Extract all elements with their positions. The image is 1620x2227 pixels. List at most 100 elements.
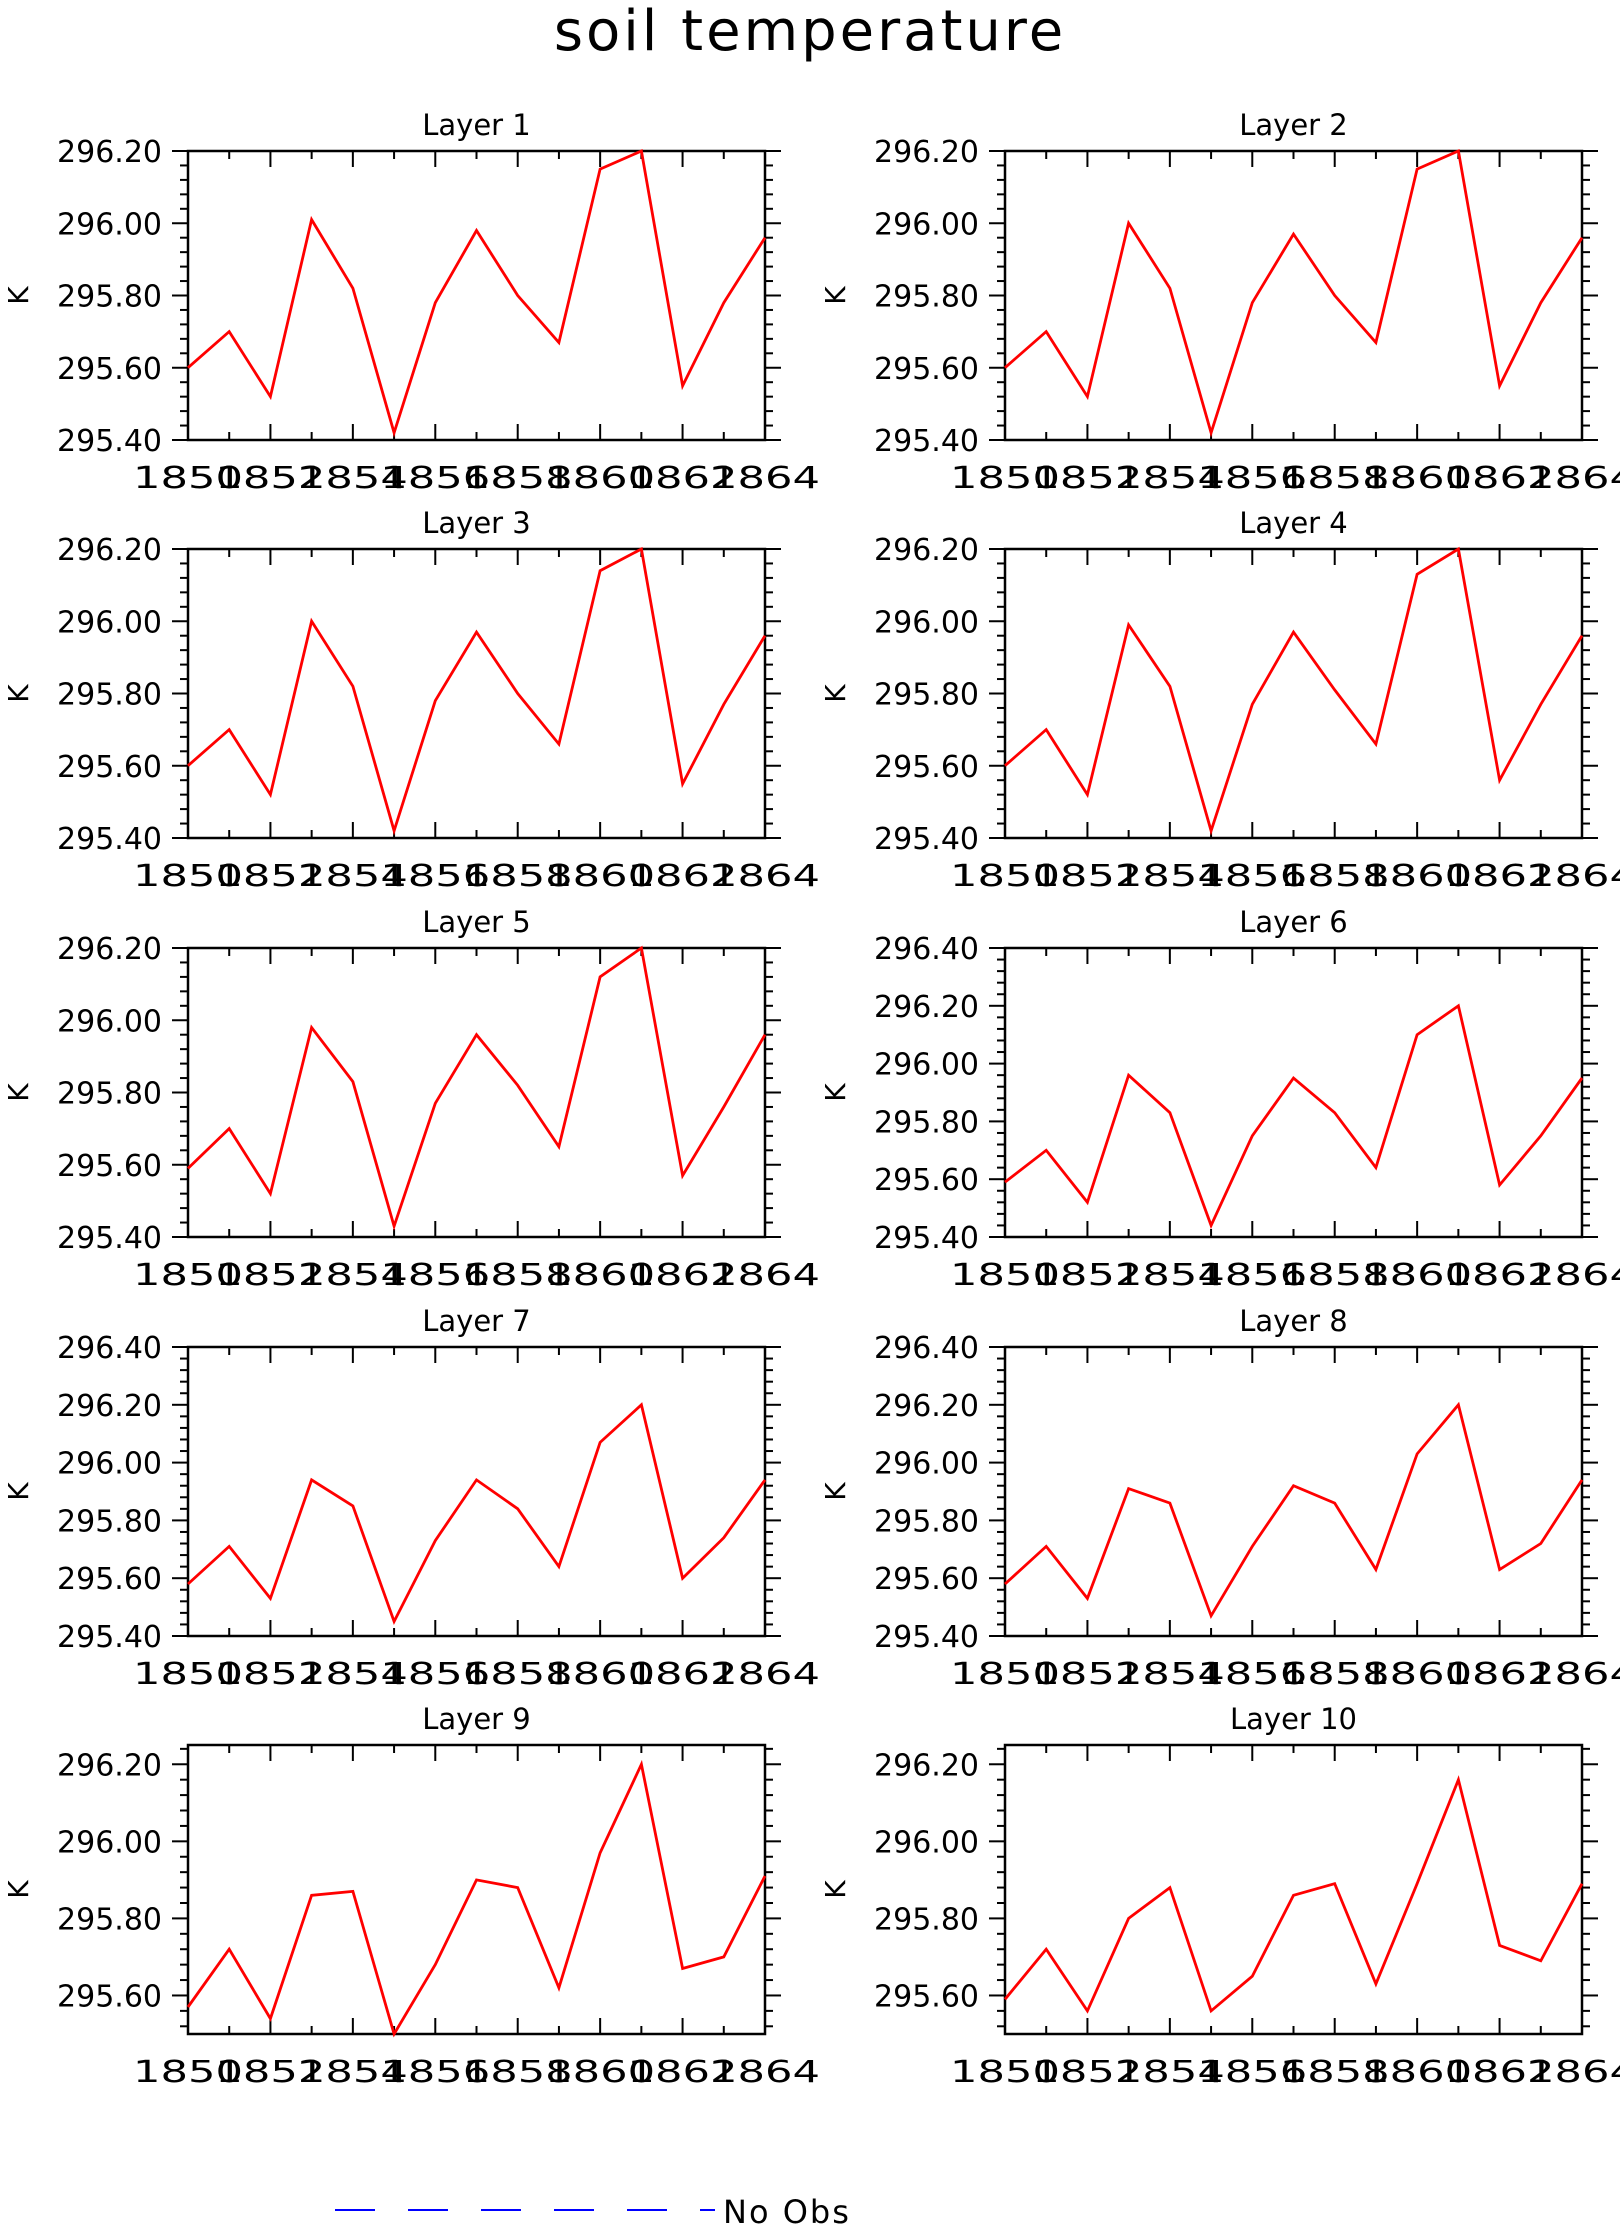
y-tick-label: 295.60 — [874, 1562, 979, 1597]
y-tick-label: 295.60 — [57, 352, 162, 387]
y-tick-label: 295.80 — [57, 1077, 162, 1112]
y-tick-label: 295.40 — [874, 424, 979, 459]
y-tick-label: 296.00 — [57, 1825, 162, 1860]
x-tick-label: 1858 — [463, 1657, 573, 1692]
series-line — [1004, 1401, 1584, 1620]
x-tick-label: 1852 — [1032, 859, 1142, 894]
x-tick-label: 1856 — [1197, 2055, 1307, 2090]
y-axis-label: K — [819, 1880, 852, 1899]
y-tick-label: 295.40 — [57, 1620, 162, 1655]
y-tick-label: 296.00 — [874, 1048, 979, 1083]
y-tick-label: 296.00 — [874, 1447, 979, 1482]
x-tick-label: 1864 — [1527, 461, 1620, 496]
x-tick-label: 1852 — [215, 1258, 325, 1293]
plot-frame — [1003, 1345, 1584, 1638]
panel-title: Layer 3 — [422, 506, 531, 540]
x-tick-label: 1850 — [950, 461, 1060, 496]
plot-frame — [186, 149, 767, 442]
x-tick-label: 1858 — [463, 461, 573, 496]
y-tick-label: 296.00 — [874, 1825, 979, 1860]
y-tick-label: 295.60 — [874, 1163, 979, 1198]
x-tick-label: 1850 — [133, 1258, 243, 1293]
x-tick-label: 1862 — [1445, 461, 1555, 496]
x-tick-label: 1862 — [628, 2055, 738, 2090]
panel-title: Layer 2 — [1239, 108, 1348, 142]
y-tick-label: 295.60 — [57, 1979, 162, 2014]
y-tick-label: 295.80 — [874, 1902, 979, 1937]
plot-frame — [1003, 547, 1584, 840]
series-line — [187, 1402, 767, 1626]
panel-layer-2: Layer 2 K 18501852185418561858186018621864… — [819, 108, 1620, 496]
x-tick-label: 1858 — [463, 859, 573, 894]
panel-layer-1: Layer 1 K 18501852185418561858186018621864… — [2, 108, 820, 496]
x-tick-label: 1852 — [215, 2055, 325, 2090]
y-tick-label: 295.80 — [57, 280, 162, 315]
x-tick-label: 1854 — [1115, 1258, 1225, 1293]
x-tick-label: 1858 — [1280, 461, 1390, 496]
series-line — [1003, 1775, 1584, 2014]
x-tick-label: 1854 — [298, 1258, 408, 1293]
series-line — [187, 945, 767, 1231]
x-tick-label: 1850 — [950, 1258, 1060, 1293]
series-line — [1004, 546, 1584, 836]
y-tick-label: 295.80 — [57, 1504, 162, 1539]
x-tick-label: 1862 — [628, 461, 738, 496]
x-tick-label: 1850 — [133, 461, 243, 496]
x-tick-label: 1850 — [133, 2055, 243, 2090]
x-tick-label: 1852 — [215, 461, 325, 496]
panel-layer-7: Layer 7 K 18501852185418561858186018621864… — [2, 1304, 820, 1692]
y-axis-label: K — [2, 286, 35, 305]
x-tick-label: 1850 — [133, 859, 243, 894]
x-tick-label: 1852 — [1032, 1657, 1142, 1692]
x-tick-label: 1860 — [1362, 859, 1472, 894]
x-tick-label: 1860 — [1362, 1657, 1472, 1692]
panel-layer-6: Layer 6 K 18501852185418561858186018621864… — [819, 905, 1620, 1293]
x-tick-label: 1860 — [1362, 1258, 1472, 1293]
x-tick-label: 1854 — [1115, 461, 1225, 496]
panel-layer-9: Layer 9 K 18501852185418561858186018621864… — [2, 1702, 820, 2090]
y-tick-label: 295.60 — [57, 1149, 162, 1184]
legend-label: No Obs — [723, 2193, 851, 2227]
x-tick-label: 1864 — [1527, 1657, 1620, 1692]
x-tick-label: 1850 — [950, 1657, 1060, 1692]
x-tick-label: 1856 — [380, 1657, 490, 1692]
y-tick-label: 296.00 — [874, 207, 979, 242]
x-tick-label: 1850 — [950, 2055, 1060, 2090]
y-tick-label: 295.80 — [874, 678, 979, 713]
x-tick-label: 1860 — [545, 1657, 655, 1692]
x-tick-label: 1854 — [298, 2055, 408, 2090]
y-tick-label: 295.60 — [57, 750, 162, 785]
y-tick-label: 295.60 — [874, 750, 979, 785]
x-tick-label: 1854 — [298, 461, 408, 496]
panel-layer-8: Layer 8 K 18501852185418561858186018621864… — [819, 1304, 1620, 1692]
y-tick-label: 296.20 — [874, 1389, 979, 1424]
x-tick-label: 1860 — [545, 859, 655, 894]
x-tick-label: 1864 — [710, 1258, 820, 1293]
x-tick-label: 1858 — [1280, 1657, 1390, 1692]
y-tick-label: 296.20 — [57, 1389, 162, 1424]
y-tick-label: 296.00 — [57, 1447, 162, 1482]
y-tick-label: 296.20 — [57, 932, 162, 967]
panel-title: Layer 8 — [1239, 1304, 1348, 1338]
x-tick-label: 1864 — [1527, 1258, 1620, 1293]
x-tick-label: 1858 — [1280, 2055, 1390, 2090]
y-tick-label: 295.40 — [874, 1221, 979, 1256]
series-line — [1004, 1003, 1584, 1230]
y-tick-label: 296.00 — [57, 605, 162, 640]
series-line — [187, 546, 767, 836]
panel-title: Layer 9 — [422, 1702, 531, 1736]
panel-layer-3: Layer 3 K 18501852185418561858186018621864… — [2, 506, 820, 894]
x-tick-label: 1862 — [628, 859, 738, 894]
panel-layer-5: Layer 5 K 18501852185418561858186018621864… — [2, 905, 820, 1293]
x-tick-label: 1852 — [215, 859, 325, 894]
plot-frame — [186, 946, 767, 1239]
x-tick-label: 1856 — [1197, 461, 1307, 496]
x-tick-label: 1860 — [1362, 461, 1472, 496]
panel-layer-10: Layer 10 K 1850185218541856185818601862186… — [819, 1702, 1620, 2090]
plot-frame — [186, 1345, 767, 1638]
y-tick-label: 296.20 — [57, 1748, 162, 1783]
x-tick-label: 1862 — [628, 1657, 738, 1692]
plot-frame — [186, 1743, 767, 2036]
y-tick-label: 295.60 — [57, 1562, 162, 1597]
